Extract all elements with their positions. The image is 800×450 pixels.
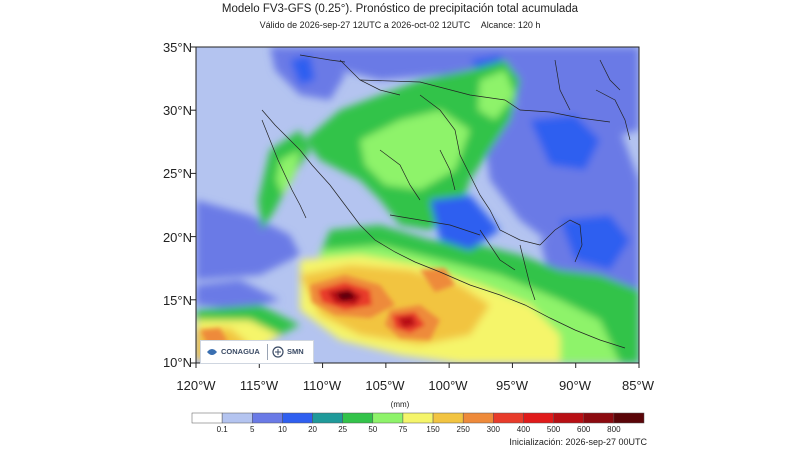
colorbar-swatch [342,412,374,424]
logo-divider [267,344,268,360]
smn-logo-text: SMN [287,347,304,356]
lon-label-95: 95°W [496,378,528,393]
colorbar-swatch [252,412,283,424]
coastline-borders [261,54,631,349]
colorbar-swatch [372,412,404,424]
colorbar-swatch [282,412,313,424]
map-subtitle: Válido de 2026-sep-27 12UTC a 2026-oct-0… [0,20,800,30]
lon-label-110: 110°W [302,378,342,393]
colorbar-level-label: 0.1 [216,425,228,434]
lon-label-115: 115°W [239,378,279,393]
lat-label-10: 10°N [162,355,192,370]
colorbar-swatch [312,412,343,424]
colorbar-level-label: 25 [338,425,348,434]
lon-label-90: 90°W [559,378,591,393]
lat-label-15: 15°N [162,293,192,308]
colorbar-level-label: 20 [308,425,317,434]
lon-label-100: 100°W [428,378,468,393]
colorbar-level-label: 300 [486,425,500,434]
colorbar-swatch [553,412,584,424]
colorbar-swatch [493,412,524,424]
smn-logo-icon [272,346,284,358]
colorbar-swatch [432,412,464,424]
range-text: Alcance: 120 h [480,20,541,30]
colorbar-swatch [613,412,645,424]
conagua-logo-icon [207,349,217,355]
colorbar-swatch [523,412,554,424]
colorbar-level-label: 800 [607,425,621,434]
logo-panel: CONAGUA SMN [200,340,314,364]
lon-label-120: 120°W [176,378,216,393]
map-frame [195,46,640,364]
lat-label-35: 35°N [162,40,192,55]
lat-label-20: 20°N [162,230,192,245]
map-title: Modelo FV3-GFS (0.25°). Pronóstico de pr… [221,3,579,15]
lat-label-25: 25°N [162,166,192,181]
colorbar-level-label: 10 [277,425,287,434]
lat-label-30: 30°N [162,103,192,118]
precipitation-field [196,47,639,363]
lon-label-85: 85°W [622,378,654,393]
colorbar-level-label: 5 [250,425,255,434]
colorbar-level-label: 600 [577,425,591,434]
colorbar-swatch [191,412,223,424]
colorbar-level-label: 50 [368,425,378,434]
colorbar [191,412,645,424]
colorbar-swatch [221,412,253,424]
colorbar-level-label: 250 [456,425,470,434]
colorbar-level-label: 75 [398,425,408,434]
initialization-text: Inicialización: 2026-sep-27 00UTC [509,437,647,447]
validity-text: Válido de 2026-sep-27 12UTC a 2026-oct-0… [259,20,471,30]
colorbar-swatch [402,412,434,424]
colorbar-unit: (mm) [390,400,410,409]
colorbar-level-label: 400 [516,425,531,434]
colorbar-swatch [462,412,494,424]
conagua-logo-text: CONAGUA [221,347,260,356]
colorbar-swatch [583,412,615,424]
lon-label-105: 105°W [365,378,405,393]
colorbar-level-label: 500 [546,425,561,434]
colorbar-level-label: 150 [426,425,440,434]
axis-ticks [191,46,640,368]
